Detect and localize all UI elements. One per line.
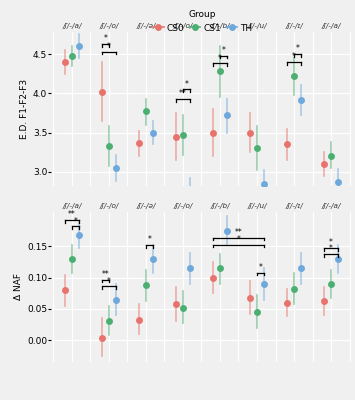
Y-axis label: E.D. F1-F2-F3: E.D. F1-F2-F3	[20, 79, 29, 139]
Text: *: *	[329, 238, 333, 248]
Text: *: *	[73, 216, 77, 226]
Text: *: *	[184, 80, 188, 88]
Text: /ʃ/-/b/: /ʃ/-/b/	[210, 23, 230, 29]
Text: **: **	[68, 210, 76, 219]
Text: /ʃ/-/a/: /ʃ/-/a/	[321, 23, 341, 29]
Text: /ʃ/-/a/: /ʃ/-/a/	[62, 203, 82, 209]
Text: **: **	[102, 270, 109, 279]
Text: *: *	[107, 42, 111, 51]
Text: *: *	[329, 244, 333, 253]
Text: *: *	[222, 46, 225, 55]
Text: *: *	[147, 235, 151, 244]
Text: /ʃ/-/o/: /ʃ/-/o/	[173, 23, 193, 29]
Text: /ʃ/-/ə/: /ʃ/-/ə/	[136, 203, 155, 209]
Text: *: *	[258, 263, 262, 272]
Text: *: *	[236, 235, 240, 244]
Text: /ʃ/-/a/: /ʃ/-/a/	[321, 203, 341, 209]
Text: /ʃ/-/u/: /ʃ/-/u/	[247, 203, 267, 209]
Text: /ʃ/-/a/: /ʃ/-/a/	[62, 23, 82, 29]
Text: *: *	[107, 276, 111, 286]
Text: /ʃ/-/b/: /ʃ/-/b/	[210, 203, 230, 209]
Text: /ʃ/-/u/: /ʃ/-/u/	[247, 23, 267, 29]
Text: /ʃ/-/ɪ/: /ʃ/-/ɪ/	[285, 23, 303, 29]
Text: *: *	[295, 44, 299, 53]
Text: **: **	[179, 89, 187, 98]
Legend: CS0, CS1, TH: CS0, CS1, TH	[149, 6, 256, 36]
Text: *: *	[292, 52, 296, 61]
Text: /ʃ/-/o/: /ʃ/-/o/	[99, 203, 119, 209]
Text: *: *	[104, 34, 108, 43]
Y-axis label: Δ NAF: Δ NAF	[14, 274, 23, 300]
Text: /ʃ/-/o/: /ʃ/-/o/	[173, 203, 193, 209]
Text: /ʃ/-/ɪ/: /ʃ/-/ɪ/	[285, 203, 303, 209]
Text: /ʃ/-/ə/: /ʃ/-/ə/	[136, 23, 155, 29]
Text: /ʃ/-/o/: /ʃ/-/o/	[99, 23, 119, 29]
Text: **: **	[235, 228, 242, 237]
Text: *: *	[218, 54, 222, 62]
